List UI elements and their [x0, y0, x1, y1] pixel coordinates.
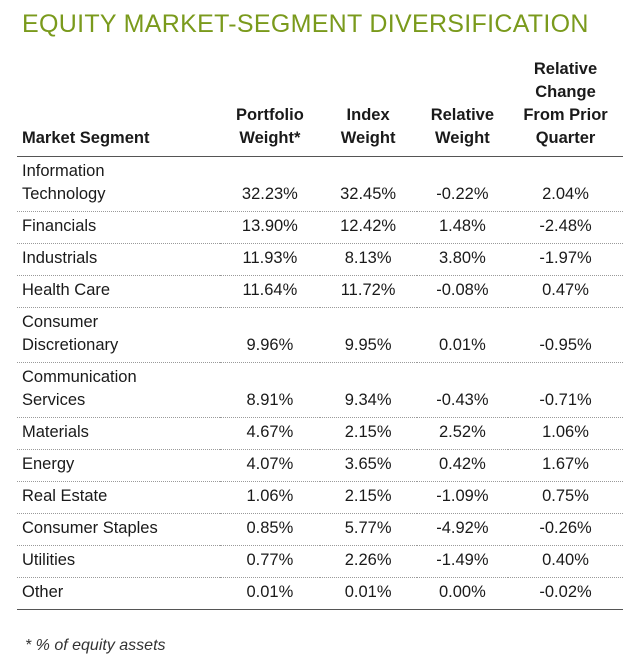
cell-relative-change: 1.06%: [508, 417, 623, 450]
header-relative-change: Relative Change From Prior Quarter: [508, 58, 623, 157]
cell-portfolio-weight: 11.64%: [220, 275, 320, 308]
cell-portfolio-weight: 0.77%: [220, 545, 320, 578]
table-row: Energy 4.07% 3.65% 0.42% 1.67%: [17, 449, 623, 482]
cell-market-segment: Other: [17, 577, 221, 610]
table-row: Financials 13.90% 12.42% 1.48% -2.48%: [17, 211, 623, 244]
cell-relative-change: 0.47%: [508, 275, 623, 308]
cell-relative-change: 2.04%: [508, 156, 623, 212]
market-segment-table: Market Segment Portfolio Weight* Index W…: [17, 58, 623, 610]
cell-index-weight: 2.15%: [319, 481, 417, 514]
footnote: * % of equity assets: [25, 637, 166, 654]
cell-portfolio-weight: 11.93%: [220, 243, 320, 276]
cell-index-weight: 2.15%: [319, 417, 417, 450]
cell-relative-change: -1.97%: [508, 243, 623, 276]
cell-relative-change: 0.75%: [508, 481, 623, 514]
cell-index-weight: 12.42%: [319, 211, 417, 244]
cell-market-segment: Real Estate: [17, 481, 221, 514]
cell-relative-weight: 0.00%: [416, 577, 509, 610]
cell-portfolio-weight: 32.23%: [220, 156, 320, 212]
header-relative-weight: Relative Weight: [416, 58, 509, 157]
cell-relative-weight: -1.09%: [416, 481, 509, 514]
cell-portfolio-weight: 13.90%: [220, 211, 320, 244]
cell-relative-weight: 0.01%: [416, 307, 509, 363]
cell-relative-weight: -0.22%: [416, 156, 509, 212]
cell-portfolio-weight: 4.67%: [220, 417, 320, 450]
cell-index-weight: 2.26%: [319, 545, 417, 578]
cell-market-segment: Energy: [17, 449, 221, 482]
table-row: Real Estate 1.06% 2.15% -1.09% 0.75%: [17, 481, 623, 514]
cell-relative-change: 0.40%: [508, 545, 623, 578]
table-row: Other 0.01% 0.01% 0.00% -0.02%: [17, 577, 623, 610]
cell-market-segment: Utilities: [17, 545, 221, 578]
cell-portfolio-weight: 0.85%: [220, 513, 320, 546]
cell-portfolio-weight: 9.96%: [220, 307, 320, 363]
cell-index-weight: 9.95%: [319, 307, 417, 363]
cell-portfolio-weight: 4.07%: [220, 449, 320, 482]
cell-relative-change: -0.26%: [508, 513, 623, 546]
cell-market-segment: Communication Services: [17, 362, 221, 418]
page-title: EQUITY MARKET-SEGMENT DIVERSIFICATION: [22, 10, 589, 38]
cell-relative-change: -0.71%: [508, 362, 623, 418]
cell-relative-weight: 2.52%: [416, 417, 509, 450]
table-row: Information Technology 32.23% 32.45% -0.22%…: [17, 156, 623, 212]
cell-index-weight: 5.77%: [319, 513, 417, 546]
table-row: Materials 4.67% 2.15% 2.52% 1.06%: [17, 417, 623, 450]
cell-index-weight: 32.45%: [319, 156, 417, 212]
cell-relative-weight: 3.80%: [416, 243, 509, 276]
cell-market-segment: Consumer Staples: [17, 513, 221, 546]
cell-relative-change: -0.02%: [508, 577, 623, 610]
table-row: Industrials 11.93% 8.13% 3.80% -1.97%: [17, 243, 623, 276]
header-index-weight: Index Weight: [319, 58, 417, 157]
cell-index-weight: 8.13%: [319, 243, 417, 276]
table-header-row: Market Segment Portfolio Weight* Index W…: [17, 58, 623, 157]
cell-relative-change: -0.95%: [508, 307, 623, 363]
cell-index-weight: 3.65%: [319, 449, 417, 482]
table-row: Consumer Discretionary 9.96% 9.95% 0.01% -0.…: [17, 307, 623, 363]
cell-portfolio-weight: 1.06%: [220, 481, 320, 514]
cell-market-segment: Information Technology: [17, 156, 221, 212]
cell-relative-change: 1.67%: [508, 449, 623, 482]
cell-portfolio-weight: 8.91%: [220, 362, 320, 418]
cell-market-segment: Consumer Discretionary: [17, 307, 221, 363]
cell-relative-weight: -0.43%: [416, 362, 509, 418]
header-market-segment: Market Segment: [17, 58, 221, 157]
table-row: Consumer Staples 0.85% 5.77% -4.92% -0.26%: [17, 513, 623, 546]
table-row: Health Care 11.64% 11.72% -0.08% 0.47%: [17, 275, 623, 308]
cell-relative-weight: -0.08%: [416, 275, 509, 308]
cell-relative-weight: -4.92%: [416, 513, 509, 546]
cell-relative-weight: -1.49%: [416, 545, 509, 578]
cell-relative-weight: 1.48%: [416, 211, 509, 244]
cell-index-weight: 0.01%: [319, 577, 417, 610]
header-portfolio-weight: Portfolio Weight*: [220, 58, 320, 157]
cell-relative-change: -2.48%: [508, 211, 623, 244]
cell-portfolio-weight: 0.01%: [220, 577, 320, 610]
cell-market-segment: Industrials: [17, 243, 221, 276]
cell-relative-weight: 0.42%: [416, 449, 509, 482]
table-row: Communication Services 8.91% 9.34% -0.43% -0…: [17, 362, 623, 418]
cell-market-segment: Health Care: [17, 275, 221, 308]
table-row: Utilities 0.77% 2.26% -1.49% 0.40%: [17, 545, 623, 578]
cell-index-weight: 11.72%: [319, 275, 417, 308]
cell-market-segment: Financials: [17, 211, 221, 244]
cell-index-weight: 9.34%: [319, 362, 417, 418]
cell-market-segment: Materials: [17, 417, 221, 450]
